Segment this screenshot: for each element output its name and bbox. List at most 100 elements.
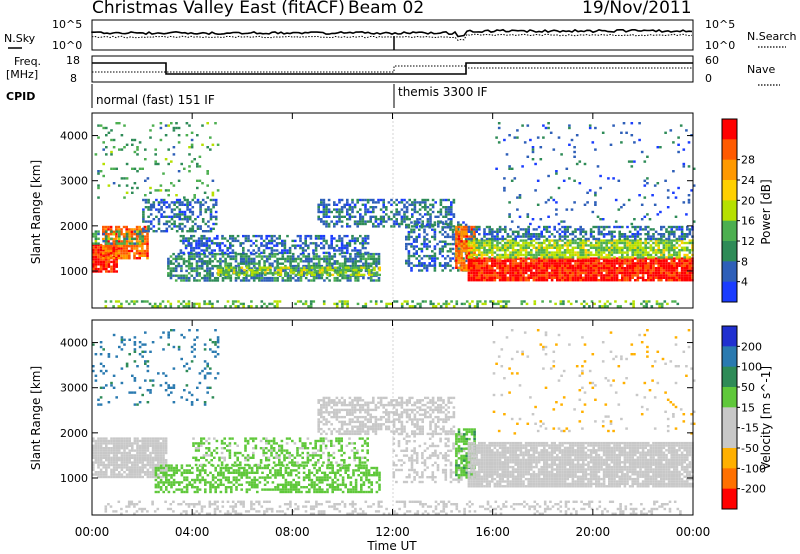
power-cell (112, 265, 116, 268)
power-cell (514, 262, 517, 265)
power-cell (197, 239, 201, 243)
power-cell (263, 255, 266, 258)
power-cell (514, 241, 517, 245)
power-cell (377, 255, 381, 258)
power-cell (537, 253, 541, 257)
power-cell (118, 232, 121, 236)
power-cell (553, 239, 556, 242)
power-cell (597, 249, 601, 252)
power-cell (415, 245, 418, 248)
velocity-cell (94, 456, 98, 459)
power-cell (390, 203, 393, 206)
power-cell (485, 244, 489, 247)
power-cell (519, 235, 523, 238)
power-cell (483, 257, 486, 260)
power-cell (467, 228, 471, 231)
power-cell (354, 279, 357, 282)
power-cell (312, 276, 316, 280)
power-cell (157, 203, 161, 206)
power-cell (517, 233, 520, 236)
power-cell (178, 222, 182, 226)
power-cell (234, 305, 238, 308)
power-cell (594, 201, 597, 204)
power-cell (553, 253, 556, 257)
velocity-cell (110, 447, 113, 450)
power-cell (563, 230, 567, 233)
power-cell (429, 213, 432, 216)
power-cell (185, 260, 188, 263)
power-cell (485, 274, 489, 277)
power-cell (660, 251, 663, 254)
power-cell (244, 239, 248, 243)
power-cell (232, 255, 235, 258)
power-cell (613, 244, 616, 247)
power-cell (647, 235, 650, 238)
power-cell (338, 218, 341, 221)
power-cell (392, 213, 396, 216)
power-cell (499, 305, 503, 308)
power-cell (623, 276, 627, 279)
power-cell (573, 146, 576, 149)
power-cell (120, 230, 123, 233)
power-cell (491, 269, 494, 272)
power-cell (97, 251, 100, 254)
power-cell (208, 272, 212, 275)
power-cell (307, 305, 310, 308)
power-cell (540, 274, 543, 277)
velocity-cell (92, 444, 95, 447)
power-cell (545, 274, 549, 277)
power-cell (149, 129, 152, 132)
power-cell (644, 279, 647, 282)
power-cell (289, 279, 292, 282)
power-cell (663, 300, 667, 303)
power-cell (540, 262, 543, 265)
power-cell (167, 124, 170, 127)
power-cell (654, 241, 658, 245)
power-cell (250, 257, 253, 261)
power-cell (599, 174, 602, 178)
power-cell (497, 126, 501, 130)
power-cell (162, 230, 166, 233)
power-cell (576, 269, 580, 272)
power-cell (636, 253, 640, 257)
power-cell (429, 300, 433, 303)
power-cell (569, 279, 572, 282)
power-cell (587, 274, 590, 277)
power-cell (588, 124, 592, 127)
power-cell (238, 268, 241, 272)
power-cell (475, 228, 478, 231)
power-cell (579, 246, 582, 249)
power-cell (109, 247, 113, 250)
power-cell (199, 225, 202, 228)
power-cell (92, 253, 95, 256)
power-cell (135, 237, 139, 241)
power-cell (626, 259, 629, 263)
power-cell (216, 143, 220, 146)
power-cell (348, 244, 352, 247)
power-cell (322, 302, 326, 306)
power-cell (141, 247, 144, 250)
velocity-cell (97, 442, 100, 445)
power-cell (529, 138, 532, 142)
power-cell (277, 268, 280, 272)
power-cell (322, 220, 326, 223)
power-cell (400, 201, 404, 204)
power-cell (632, 300, 635, 303)
power-cell (169, 272, 173, 275)
power-cell (336, 262, 339, 265)
power-cell (683, 233, 686, 236)
power-cell (407, 235, 411, 239)
power-cell (177, 274, 181, 277)
power-cell (418, 247, 421, 251)
power-cell (660, 267, 663, 270)
power-cell (618, 241, 621, 245)
power-cell (495, 167, 498, 170)
power-cell (545, 230, 549, 233)
power-cell (372, 255, 376, 258)
power-cell (654, 251, 658, 254)
power-cell (196, 134, 199, 137)
power-cell (444, 213, 448, 216)
power-cell (203, 262, 207, 265)
power-cell (301, 249, 305, 252)
power-cell (514, 251, 517, 254)
